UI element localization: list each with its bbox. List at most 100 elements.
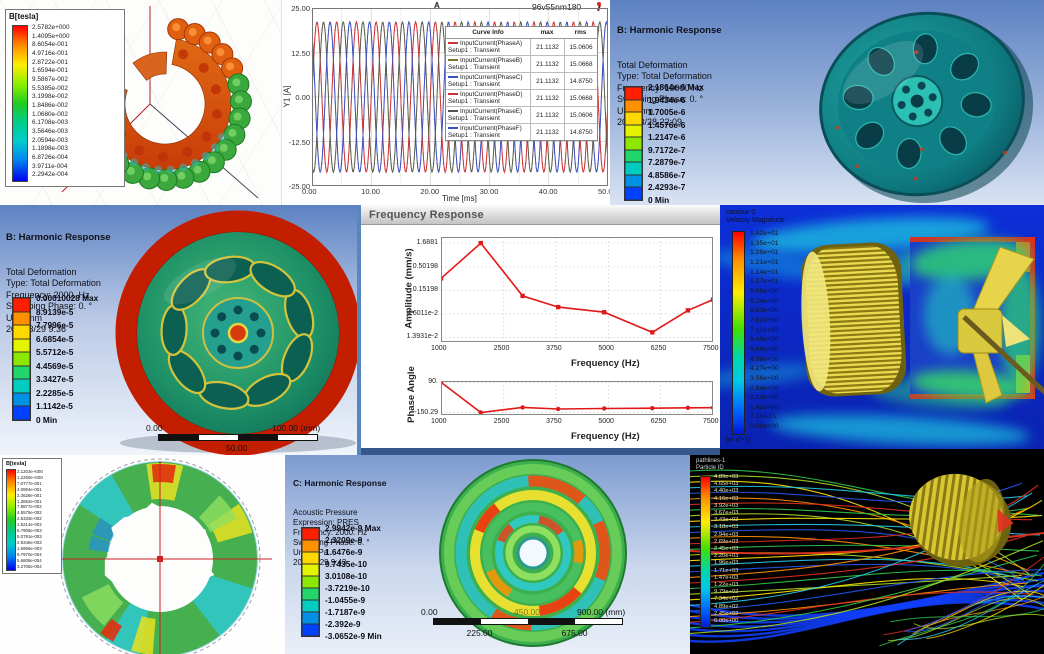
legend-value: 2.84e+00	[750, 384, 779, 392]
rotor-field-plot	[52, 458, 272, 654]
result-line: Type: Total Deformation	[617, 71, 712, 81]
legend-value: 5.69e+00	[750, 345, 779, 353]
legend-value: 4.16e+03	[714, 495, 739, 502]
pin-icon[interactable]	[594, 2, 603, 11]
legend-value: 4.89e+03	[714, 474, 739, 480]
legend-value: 2.4293e-7	[648, 182, 686, 192]
curve-color-swatch	[448, 42, 458, 45]
legend-band	[302, 600, 319, 612]
y-tick: 90.	[428, 378, 438, 386]
curve-name: InputCurrent(PhaseD)	[460, 91, 523, 98]
legend-value: 2.1864e-6 Max	[648, 82, 704, 92]
legend-value: 2.1203e+000	[17, 469, 43, 474]
table-header: Curve Info max rms	[446, 27, 597, 39]
legend-value: 3.43e+03	[714, 517, 739, 524]
col-max: max	[540, 29, 554, 36]
y-tick: 1.3931e-2	[406, 333, 438, 341]
legend-band	[13, 352, 30, 366]
panel-maxwell-rotor: B[tesla] 2.1203e+000 1.2250e+000 7.0777e-0…	[0, 455, 285, 654]
velocity-legend: contour-2 Velocity Magnitude 1.42e+01 1.35…	[726, 209, 785, 444]
legend-value: 8.53e+00	[750, 307, 779, 315]
y-tick: 12.50	[291, 48, 310, 58]
ruler-segment	[434, 619, 481, 624]
ruler-label: 450.00	[514, 607, 540, 617]
legend-band	[302, 564, 319, 576]
plot-corner-label: A	[434, 1, 440, 10]
curve-setup: Setup1 : Transient	[448, 98, 500, 105]
legend-value: 1.3652e-001	[17, 498, 42, 504]
legend-value: 8.9139e-5	[36, 306, 74, 317]
legend-value: 7.11e+00	[750, 326, 779, 334]
legend-band	[302, 612, 319, 624]
legend-value: 2.3628e-001	[17, 492, 42, 498]
legend-value: 3.2705e-004	[17, 563, 42, 569]
color-scale-bar	[700, 476, 711, 628]
streamlines-scene	[690, 467, 1044, 647]
curve-info-cell: InputCurrent(PhaseD) Setup1 : Transient	[446, 90, 530, 106]
legend-value: 9.7172e-7	[648, 144, 686, 155]
window-title-bar[interactable]: Frequency Response	[361, 205, 720, 225]
color-scale-bar	[6, 469, 16, 571]
x-tick: 30.00	[479, 187, 499, 196]
ruler-segment	[159, 435, 199, 440]
col-rms: rms	[574, 29, 587, 36]
legend-value: 7.0777e-001	[17, 480, 42, 486]
legend-value: 5.6606e-004	[17, 557, 42, 563]
scale-ruler: 0.00 100.00 (mm) 50.00	[140, 423, 335, 455]
legend-value: 1.2250e+000	[17, 474, 43, 480]
x-axis-label: Time [ms]	[442, 194, 477, 203]
model-label: 96v55nm180	[532, 2, 582, 12]
legend-value: 2.69e+03	[714, 538, 739, 545]
legend-value: 0 Min	[36, 414, 58, 425]
y-tick: 0.50198	[412, 262, 438, 270]
legend-value: 1.14e+01	[750, 268, 779, 276]
legend-band	[625, 149, 642, 162]
ruler-label: 675.00	[561, 628, 588, 638]
legend-value: 8.6054e-001	[32, 41, 68, 49]
x-tick: 5000	[598, 418, 614, 425]
legend-value: 7.11e-01	[750, 413, 777, 421]
legend-value: 1.7005e-6	[648, 107, 686, 117]
legend-band	[625, 174, 642, 187]
curve-rms: 14.8750	[564, 124, 597, 140]
legend-value: 2.9346e-003	[17, 539, 42, 545]
legend-band	[13, 365, 30, 379]
ruler-segment	[198, 435, 238, 440]
result-line: Frequency: 2000. Hz	[6, 289, 90, 300]
legend-value: 3.3427e-5	[36, 374, 74, 384]
table-row: InputCurrent(PhaseF) Setup1 : Transient …	[446, 124, 597, 140]
legend-band	[625, 162, 642, 175]
legend-value: 2.6333e-002	[17, 516, 42, 522]
x-tick: 40.00	[538, 187, 558, 196]
legend-band	[625, 112, 642, 125]
curve-rms: 14.8750	[564, 73, 597, 89]
x-tick: 2500	[493, 418, 510, 425]
ruler-label: 50.00	[226, 443, 248, 453]
legend-value: 9.5867e-002	[32, 75, 68, 83]
legend-title: pathlines-1 Particle ID	[696, 458, 725, 472]
ruler-segment	[575, 619, 622, 624]
legend-value: 0.00e+00	[714, 618, 739, 625]
legend-value: 9.7970e-004	[17, 551, 42, 557]
legend-values: 4.89e+03 4.65e+03 4.40e+03 4.16e+03 3.92e+03…	[714, 474, 738, 625]
x-tick: 3750	[546, 418, 562, 425]
legend-value: 2.3209e-9	[325, 535, 363, 545]
x-tick: 1000	[431, 418, 447, 425]
curve-name: InputCurrent(PhaseA)	[460, 40, 523, 47]
legend-value: 3.9711e-004	[32, 162, 68, 170]
y-tick: 0.15198	[412, 286, 438, 294]
legend-value: 6.8726e-004	[32, 153, 68, 161]
legend-band	[13, 379, 30, 393]
panel-maxwell-segment: B[tesla] 2.5782e+000 1.4095e+000 8.6054e-0…	[0, 0, 281, 205]
legend-value: 3.92e+03	[714, 502, 739, 509]
x-tick: 50.00	[598, 187, 611, 196]
legend-value: 2.2285e-5	[36, 387, 74, 398]
curve-rms: 15.0668	[564, 56, 597, 72]
curve-color-swatch	[448, 59, 458, 62]
color-scale-bar	[732, 231, 745, 435]
result-title: C: Harmonic Response	[293, 478, 387, 488]
b-tesla-legend: B[tesla] 2.1203e+000 1.2250e+000 7.0777e-0…	[2, 458, 62, 574]
curve-color-swatch	[448, 127, 458, 130]
legend-band	[302, 528, 319, 540]
